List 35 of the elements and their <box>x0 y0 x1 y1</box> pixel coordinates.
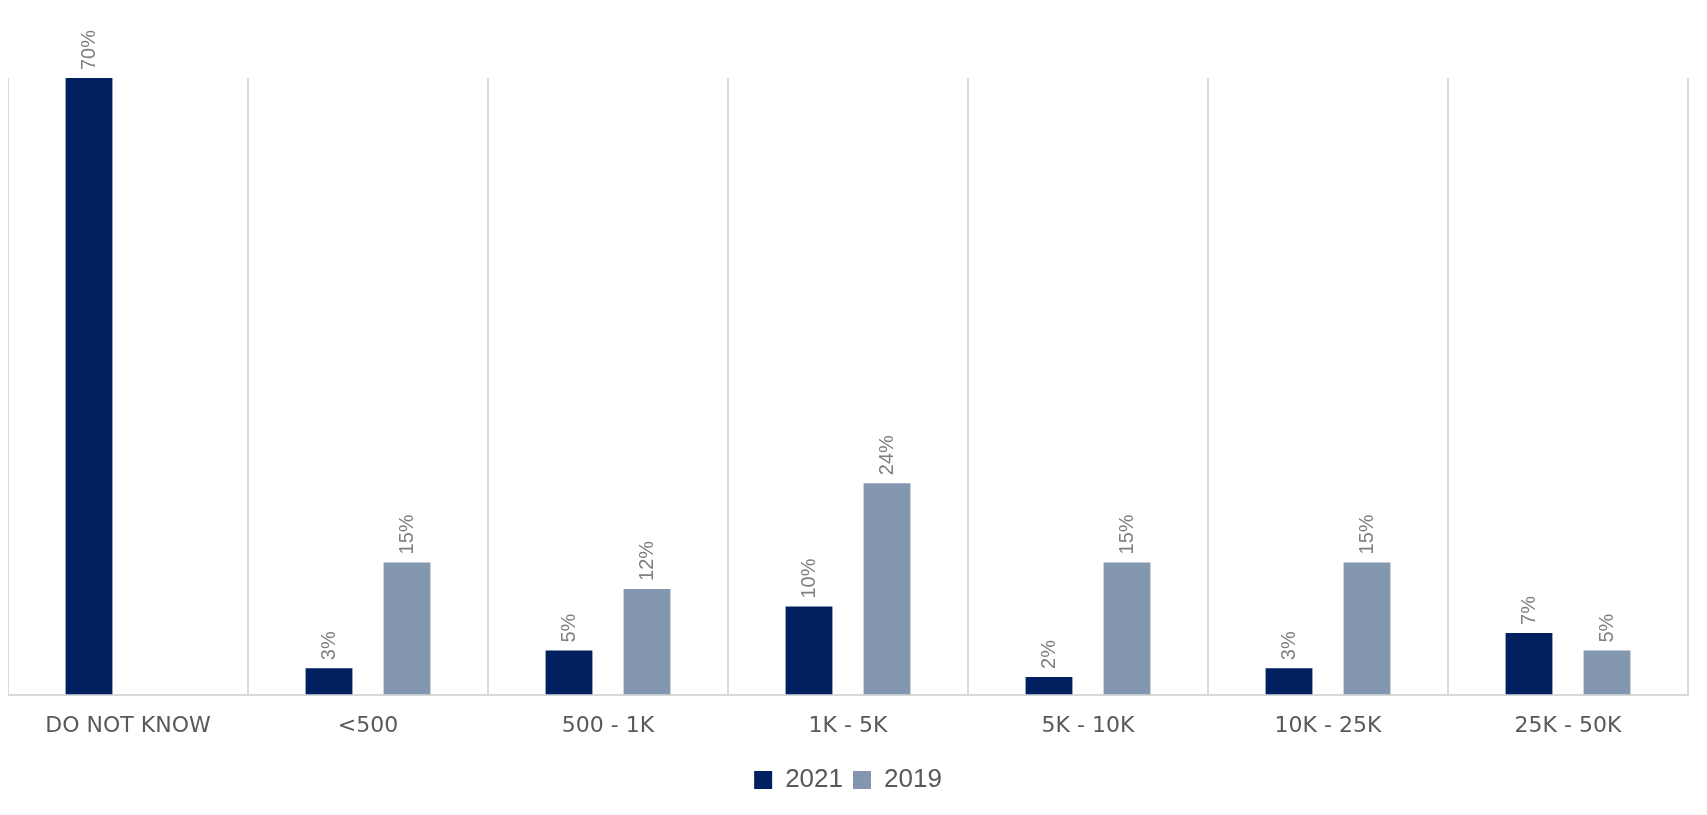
x-tick-label: 1K - 5K <box>808 711 888 737</box>
bar <box>1103 562 1151 695</box>
x-tick-label: 10K - 25K <box>1274 711 1382 737</box>
x-tick-label: DO NOT KNOW <box>45 711 211 737</box>
bar <box>545 650 593 695</box>
bar <box>65 78 113 695</box>
data-label: 15% <box>1354 514 1377 555</box>
x-tick-label: 500 - 1K <box>561 711 655 737</box>
legend-label: 2021 <box>785 763 843 794</box>
bar <box>863 483 911 695</box>
bar <box>1265 668 1313 695</box>
bar <box>1583 650 1631 695</box>
bar <box>383 562 431 695</box>
data-label: 5% <box>1594 613 1617 643</box>
legend-label: 2019 <box>884 763 942 794</box>
bar <box>1025 676 1073 695</box>
x-tick-label: 25K - 50K <box>1514 711 1622 737</box>
data-label: 5% <box>556 613 579 643</box>
data-label: 3% <box>316 631 339 661</box>
data-label: 12% <box>634 540 657 581</box>
x-tick-label: 5K - 10K <box>1041 711 1135 737</box>
data-label: 70% <box>76 29 99 70</box>
bar <box>623 588 671 695</box>
data-label: 7% <box>1516 595 1539 625</box>
data-label: 10% <box>796 558 819 599</box>
bar <box>305 668 353 695</box>
bar <box>1505 632 1553 695</box>
data-label: 2% <box>1036 639 1059 669</box>
data-label: 15% <box>394 514 417 555</box>
data-label: 3% <box>1276 631 1299 661</box>
bar <box>1343 562 1391 695</box>
data-label: 24% <box>874 434 897 476</box>
data-label: 15% <box>1114 514 1137 555</box>
bar <box>785 606 833 695</box>
x-tick-label: <500 <box>337 711 399 737</box>
